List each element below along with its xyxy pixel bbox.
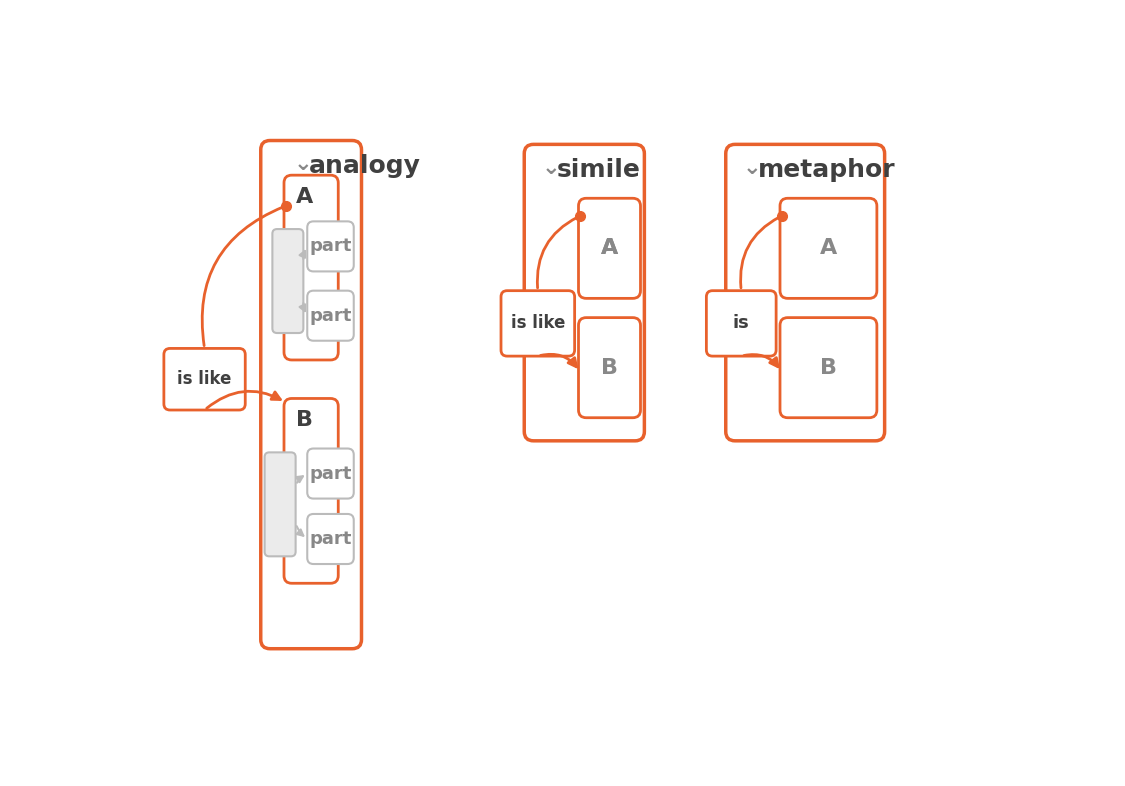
FancyBboxPatch shape — [780, 318, 876, 417]
FancyBboxPatch shape — [284, 399, 339, 583]
Text: A: A — [601, 238, 618, 259]
Text: A: A — [601, 238, 618, 259]
Text: B: B — [819, 358, 837, 377]
Text: ⌄: ⌄ — [541, 158, 560, 178]
FancyBboxPatch shape — [706, 291, 776, 356]
FancyBboxPatch shape — [164, 348, 245, 410]
Text: A: A — [819, 238, 837, 259]
Text: is like: is like — [511, 314, 565, 332]
Text: part: part — [309, 307, 352, 325]
Text: A: A — [296, 187, 313, 207]
Text: ⌄: ⌄ — [294, 154, 312, 174]
FancyBboxPatch shape — [307, 222, 353, 271]
Text: part: part — [309, 465, 352, 483]
FancyBboxPatch shape — [307, 514, 353, 564]
FancyBboxPatch shape — [307, 291, 353, 340]
Text: analogy: analogy — [308, 154, 421, 178]
FancyBboxPatch shape — [780, 198, 876, 299]
FancyBboxPatch shape — [272, 229, 304, 333]
Text: B: B — [601, 358, 618, 377]
Text: part: part — [309, 530, 352, 548]
FancyBboxPatch shape — [307, 449, 353, 498]
FancyBboxPatch shape — [261, 141, 361, 648]
Text: ⌄: ⌄ — [742, 158, 762, 178]
Text: simile: simile — [557, 158, 640, 182]
FancyBboxPatch shape — [578, 198, 640, 299]
Text: part: part — [309, 237, 352, 255]
FancyBboxPatch shape — [501, 291, 575, 356]
Text: is: is — [732, 314, 749, 332]
FancyBboxPatch shape — [578, 318, 640, 417]
FancyBboxPatch shape — [726, 145, 884, 441]
Text: B: B — [296, 410, 313, 430]
Text: is like: is like — [178, 370, 232, 388]
Text: metaphor: metaphor — [758, 158, 896, 182]
FancyBboxPatch shape — [524, 145, 645, 441]
FancyBboxPatch shape — [284, 175, 339, 360]
FancyBboxPatch shape — [264, 453, 296, 556]
